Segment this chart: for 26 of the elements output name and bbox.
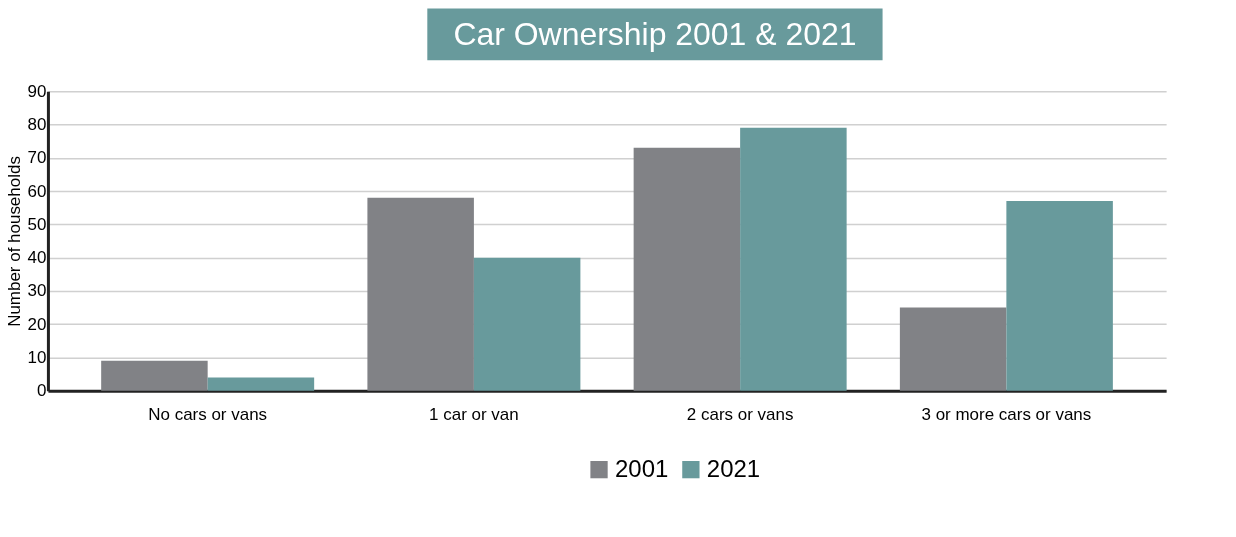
bar [899,307,1007,391]
bar [740,127,847,391]
x-tick-label: 1 car or van [429,405,519,425]
legend-label: 2001 [615,454,669,482]
x-tick-label: No cars or vans [148,405,268,425]
bar [633,147,741,391]
y-tick-label: 30 [27,281,47,301]
x-tick-label: 3 or more cars or vans [921,405,1092,425]
y-tick-label: 40 [27,248,47,268]
bar [207,377,315,391]
y-tick-label: 10 [27,347,47,367]
y-axis-title: Number of households [4,156,24,327]
bar [473,257,581,391]
x-tick-label: 2 cars or vans [686,405,794,425]
y-tick-label: 60 [27,181,47,201]
bar [367,197,474,391]
y-tick-label: 90 [27,81,47,101]
y-tick-label: 70 [27,148,47,168]
y-tick-label: 80 [27,115,47,135]
bar [101,360,208,391]
bar [1006,201,1113,391]
chart-title: Car Ownership 2001 & 2021 [453,16,857,53]
y-tick-label: 0 [36,381,47,401]
y-tick-label: 20 [27,314,47,334]
y-tick-label: 50 [27,214,47,234]
legend-label: 2021 [706,454,761,482]
